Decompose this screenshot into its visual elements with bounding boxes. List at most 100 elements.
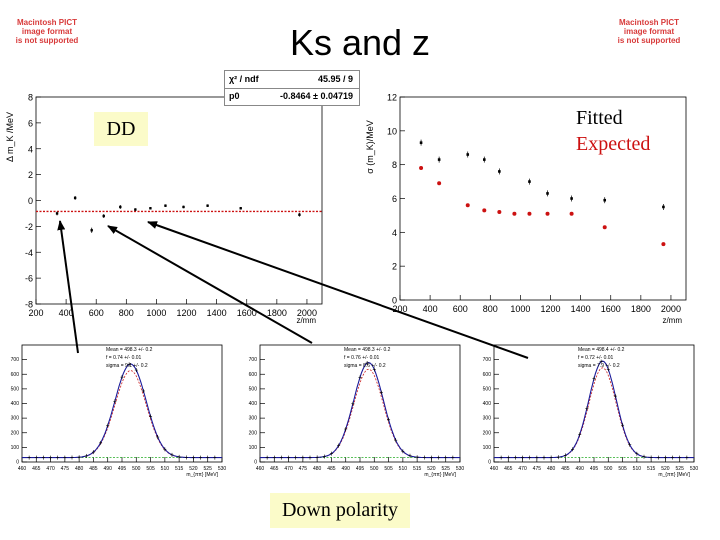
sigmam-xtick-label: 800 [483, 304, 498, 314]
sigmam-xtick-label: 600 [453, 304, 468, 314]
massfit-signal-curve [22, 370, 222, 458]
massfit1-ytick-label: 600 [11, 372, 20, 378]
massfit3-xtick-label: 490 [576, 466, 585, 472]
deltam-ytick-label: 2 [28, 170, 33, 180]
sigmam-ytick-label: 4 [392, 228, 397, 238]
fit-stats-box: χ² / ndf 45.95 / 9 p0 -0.8464 ± 0.04719 [224, 70, 360, 106]
massfit3-ytick-label: 500 [483, 386, 492, 392]
arrow-to-point-2 [107, 225, 313, 344]
massfit1-xtick-label: 510 [161, 466, 170, 472]
legend-expected: Expected [576, 133, 651, 155]
fit-box-divider [225, 88, 359, 89]
down-polarity-label: Down polarity [270, 493, 410, 528]
massfit2-ytick-label: 0 [254, 460, 257, 466]
massfit2-xtick-label: 485 [327, 466, 336, 472]
legend-fitted: Fitted [576, 107, 623, 129]
massfit-stats-line: f = 0.76 +/- 0.01 [344, 355, 380, 361]
sigmam-ytick-label: 12 [387, 93, 397, 103]
massfit2-xtick-label: 470 [284, 466, 293, 472]
massfit1-xtick-label: 490 [104, 466, 113, 472]
deltam-point [298, 213, 301, 216]
sigmam-frame [399, 96, 687, 301]
sigmam-xtick-label: 1000 [510, 304, 530, 314]
deltam-xtick-label: 1800 [267, 308, 287, 318]
massfit1-xtick-label: 525 [204, 466, 213, 472]
massfit3-ytick-label: 0 [488, 460, 491, 466]
sigmam-expected-point [497, 210, 502, 215]
sigmam-xtick-label: 1200 [541, 304, 561, 314]
sigmam-xtick-label: 1600 [601, 304, 621, 314]
sigmam-expected-point [661, 242, 666, 247]
massfit2-xtick-label: 495 [356, 466, 365, 472]
sigmam-fitted-point [498, 170, 501, 173]
deltam-point [90, 229, 93, 232]
massfit3-xtick-label: 530 [690, 466, 699, 472]
massfit-total-curve [494, 360, 694, 459]
massfit3-ytick-label: 200 [483, 430, 492, 436]
deltam-xtick-label: 1600 [237, 308, 257, 318]
massfit3-xtick-label: 495 [590, 466, 599, 472]
massfit1-ytick-label: 0 [16, 460, 19, 466]
massfit3-ytick-label: 300 [483, 416, 492, 422]
massfit1-ytick-label: 300 [11, 416, 20, 422]
p0-label: p0 [229, 91, 240, 101]
massfit3-xtick-label: 475 [533, 466, 542, 472]
sigmam-fitted-point [466, 153, 470, 156]
massfit-xlabel: m_{ππ} [MeV] [186, 472, 218, 478]
sigmam-fitted-point [662, 205, 665, 209]
massfit3-ytick-label: 600 [483, 372, 492, 378]
massfit3-xtick-label: 525 [676, 466, 685, 472]
sigmam-fitted-point [603, 198, 607, 202]
massfit2-ytick-label: 700 [249, 357, 258, 363]
deltam-point [102, 214, 105, 218]
sigmam-ytick-label: 8 [392, 160, 397, 170]
massfit1-xtick-label: 530 [218, 466, 227, 472]
deltam-point [206, 204, 209, 207]
massfit3-ytick-label: 100 [483, 445, 492, 451]
massfit3-ytick-label: 700 [483, 357, 492, 363]
deltam-ylabel: Δ m_K /MeV [5, 112, 15, 162]
massfit2-ytick-label: 200 [249, 430, 258, 436]
sigmam-expected-point [437, 181, 442, 186]
massfit2-xtick-label: 465 [270, 466, 279, 472]
massfit-stats-line: f = 0.74 +/- 0.01 [106, 355, 142, 361]
massfit2-xtick-label: 515 [413, 466, 422, 472]
massfit1-ytick-label: 100 [11, 445, 20, 451]
sigmam-fitted-point [570, 197, 573, 200]
sigmam-expected-point [527, 211, 532, 216]
deltam-xtick-label: 2000 [297, 308, 317, 318]
massfit2-xtick-label: 500 [370, 466, 379, 472]
deltam-xtick-label: 400 [59, 308, 74, 318]
massfit3-xtick-label: 515 [647, 466, 656, 472]
arrow-to-point-1 [57, 220, 79, 354]
sigmam-fitted-point [437, 158, 441, 161]
sigmam-fitted-point [546, 192, 549, 195]
sigmam-xtick-label: 1800 [631, 304, 651, 314]
deltam-xtick-label: 600 [89, 308, 104, 318]
p0-value: -0.8464 ± 0.04719 [280, 91, 353, 101]
massfit1-xtick-label: 470 [46, 466, 55, 472]
sigmam-xtick-label: 2000 [661, 304, 681, 314]
massfit1-xtick-label: 505 [146, 466, 155, 472]
massfit-signal-curve [260, 368, 460, 458]
deltam-point [239, 207, 242, 210]
deltam-ytick-label: -2 [25, 222, 33, 232]
massfit1-xtick-label: 460 [18, 466, 27, 472]
deltam-point [73, 196, 77, 200]
massfit-stats-line: sigma = 7.9 +/- 0.2 [578, 363, 620, 369]
massfit2-ytick-label: 500 [249, 386, 258, 392]
massfit2-xtick-label: 480 [313, 466, 322, 472]
massfit1-ytick-label: 700 [11, 357, 20, 363]
sigmam-fitted-point [482, 158, 486, 161]
deltam-point [149, 207, 152, 210]
massfit1-xtick-label: 465 [32, 466, 41, 472]
massfit2-ytick-label: 300 [249, 416, 258, 422]
deltam-point [134, 208, 137, 211]
sigmam-ytick-label: 0 [392, 296, 397, 306]
massfit1-xtick-label: 520 [189, 466, 198, 472]
deltam-point [119, 205, 122, 209]
massfit2-xtick-label: 525 [442, 466, 451, 472]
massfit2-xtick-label: 475 [299, 466, 308, 472]
sigmam-expected-point [465, 203, 470, 208]
